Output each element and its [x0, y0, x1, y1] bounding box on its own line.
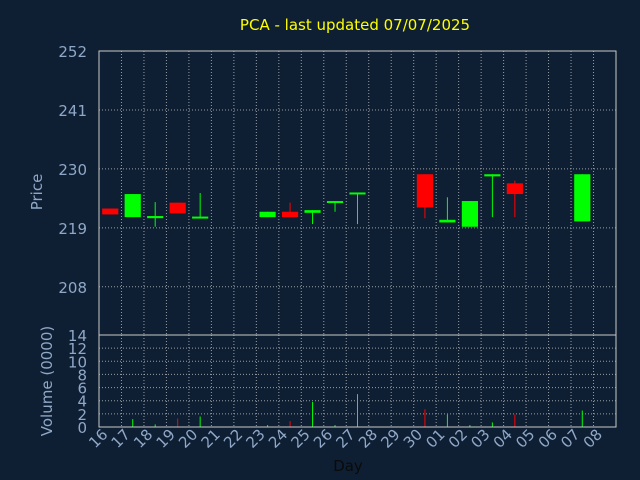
candle-body: [192, 216, 209, 219]
price-tick-label: 219: [58, 220, 87, 238]
price-tick-label: 208: [58, 279, 87, 297]
candle-body: [484, 174, 501, 177]
volume-tick-label: 4: [77, 393, 87, 411]
volume-tick-label: 10: [68, 353, 87, 371]
chart-title: PCA - last updated 07/07/2025: [240, 16, 470, 34]
candle-body: [102, 208, 119, 215]
volume-tick-label: 2: [77, 406, 87, 424]
candle-body: [506, 183, 523, 195]
candle-body: [574, 174, 591, 222]
candle-body: [169, 202, 186, 214]
volume-tick-label: 12: [68, 340, 87, 358]
price-axis-label: Price: [28, 174, 46, 211]
volume-axis-label: Volume (0000): [38, 326, 56, 436]
price-panel: 252 241 230 219 208 Price: [28, 43, 617, 336]
volume-tick-label: 0: [77, 419, 87, 437]
volume-tick-label: 6: [77, 380, 87, 398]
volume-tick-label: 14: [68, 327, 87, 345]
candle-body: [281, 211, 299, 218]
price-y-ticks: 252 241 230 219 208: [58, 43, 87, 297]
price-tick-label: 252: [58, 43, 87, 61]
x-axis-label: Day: [333, 457, 363, 475]
candle-body: [439, 219, 456, 223]
candle-body: [461, 201, 478, 227]
candle-body: [124, 194, 141, 218]
candle-body: [304, 210, 321, 213]
price-tick-label: 241: [58, 102, 87, 120]
x-axis-ticks: 1617181920212223242526272829300102030405…: [85, 426, 606, 452]
volume-tick-label: 8: [77, 366, 87, 384]
volume-bars: [132, 394, 583, 427]
candle-body: [349, 192, 366, 195]
price-gridlines: [99, 50, 616, 335]
candle-body: [147, 216, 164, 219]
volume-plot-border: [98, 334, 617, 428]
price-candles: [102, 174, 591, 227]
candle-body: [416, 174, 434, 208]
candle-body: [259, 211, 276, 218]
price-tick-label: 230: [58, 161, 87, 179]
candle-body: [326, 201, 344, 204]
